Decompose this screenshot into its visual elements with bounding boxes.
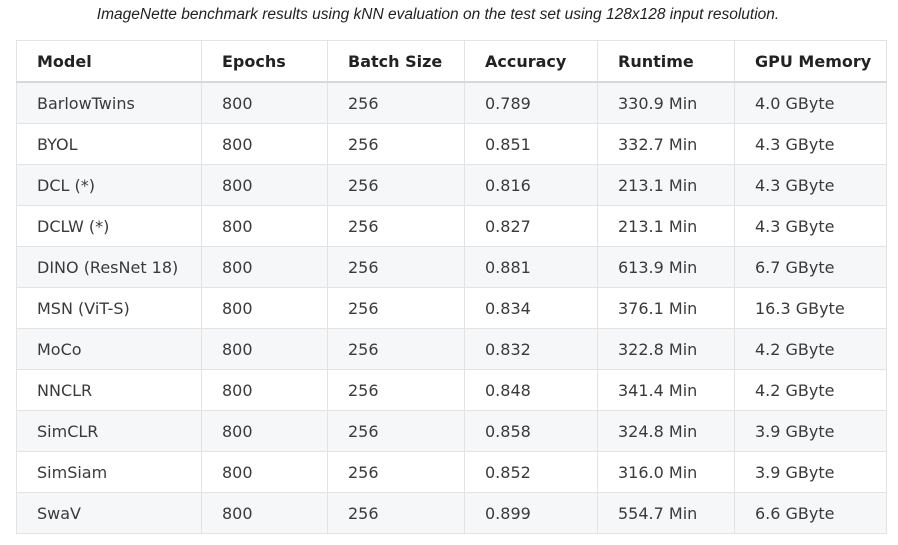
cell-model: MSN (ViT-S)	[16, 287, 202, 329]
column-header-gpu-memory: GPU Memory	[734, 40, 887, 83]
cell-gpu-memory: 4.3 GByte	[734, 164, 887, 206]
cell-model: SimCLR	[16, 410, 202, 452]
table-row: BarlowTwins 800 256 0.789 330.9 Min 4.0 …	[16, 81, 887, 124]
cell-model: SimSiam	[16, 451, 202, 493]
cell-accuracy: 0.789	[464, 81, 598, 124]
cell-gpu-memory: 6.7 GByte	[734, 246, 887, 288]
cell-accuracy: 0.899	[464, 492, 598, 534]
cell-model: BYOL	[16, 123, 202, 165]
cell-accuracy: 0.848	[464, 369, 598, 411]
cell-runtime: 376.1 Min	[597, 287, 735, 329]
cell-runtime: 322.8 Min	[597, 328, 735, 370]
cell-runtime: 330.9 Min	[597, 81, 735, 124]
cell-batch-size: 256	[327, 451, 465, 493]
cell-epochs: 800	[201, 123, 328, 165]
benchmark-table: Model Epochs Batch Size Accuracy Runtime…	[16, 40, 887, 534]
cell-model: SwaV	[16, 492, 202, 534]
table-row: SimCLR 800 256 0.858 324.8 Min 3.9 GByte	[16, 410, 887, 452]
cell-accuracy: 0.816	[464, 164, 598, 206]
cell-runtime: 324.8 Min	[597, 410, 735, 452]
cell-runtime: 332.7 Min	[597, 123, 735, 165]
table-row: DCLW (*) 800 256 0.827 213.1 Min 4.3 GBy…	[16, 205, 887, 247]
cell-model: DINO (ResNet 18)	[16, 246, 202, 288]
cell-model: NNCLR	[16, 369, 202, 411]
cell-model: BarlowTwins	[16, 81, 202, 124]
cell-accuracy: 0.827	[464, 205, 598, 247]
cell-model: MoCo	[16, 328, 202, 370]
cell-epochs: 800	[201, 492, 328, 534]
cell-batch-size: 256	[327, 164, 465, 206]
table-row: BYOL 800 256 0.851 332.7 Min 4.3 GByte	[16, 123, 887, 165]
column-header-batch-size: Batch Size	[327, 40, 465, 83]
cell-epochs: 800	[201, 369, 328, 411]
cell-epochs: 800	[201, 164, 328, 206]
table-row: DCL (*) 800 256 0.816 213.1 Min 4.3 GByt…	[16, 164, 887, 206]
cell-gpu-memory: 6.6 GByte	[734, 492, 887, 534]
cell-gpu-memory: 3.9 GByte	[734, 410, 887, 452]
cell-epochs: 800	[201, 328, 328, 370]
column-header-epochs: Epochs	[201, 40, 328, 83]
cell-gpu-memory: 16.3 GByte	[734, 287, 887, 329]
table-row: SwaV 800 256 0.899 554.7 Min 6.6 GByte	[16, 492, 887, 534]
benchmark-table-container: Model Epochs Batch Size Accuracy Runtime…	[16, 40, 887, 534]
table-row: DINO (ResNet 18) 800 256 0.881 613.9 Min…	[16, 246, 887, 288]
cell-epochs: 800	[201, 81, 328, 124]
cell-model: DCLW (*)	[16, 205, 202, 247]
cell-batch-size: 256	[327, 492, 465, 534]
cell-accuracy: 0.832	[464, 328, 598, 370]
cell-batch-size: 256	[327, 287, 465, 329]
cell-batch-size: 256	[327, 123, 465, 165]
table-caption: ImageNette benchmark results using kNN e…	[96, 6, 780, 23]
cell-accuracy: 0.851	[464, 123, 598, 165]
column-header-model: Model	[16, 40, 202, 83]
table-header-row: Model Epochs Batch Size Accuracy Runtime…	[16, 40, 887, 83]
cell-runtime: 341.4 Min	[597, 369, 735, 411]
cell-gpu-memory: 3.9 GByte	[734, 451, 887, 493]
cell-runtime: 613.9 Min	[597, 246, 735, 288]
cell-epochs: 800	[201, 451, 328, 493]
cell-batch-size: 256	[327, 81, 465, 124]
cell-gpu-memory: 4.3 GByte	[734, 123, 887, 165]
table-row: SimSiam 800 256 0.852 316.0 Min 3.9 GByt…	[16, 451, 887, 493]
cell-gpu-memory: 4.3 GByte	[734, 205, 887, 247]
cell-epochs: 800	[201, 287, 328, 329]
table-row: MSN (ViT-S) 800 256 0.834 376.1 Min 16.3…	[16, 287, 887, 329]
cell-runtime: 213.1 Min	[597, 205, 735, 247]
cell-batch-size: 256	[327, 328, 465, 370]
cell-epochs: 800	[201, 205, 328, 247]
cell-runtime: 554.7 Min	[597, 492, 735, 534]
cell-gpu-memory: 4.2 GByte	[734, 328, 887, 370]
cell-accuracy: 0.834	[464, 287, 598, 329]
cell-batch-size: 256	[327, 246, 465, 288]
cell-model: DCL (*)	[16, 164, 202, 206]
cell-epochs: 800	[201, 410, 328, 452]
cell-accuracy: 0.881	[464, 246, 598, 288]
cell-runtime: 316.0 Min	[597, 451, 735, 493]
cell-batch-size: 256	[327, 410, 465, 452]
column-header-runtime: Runtime	[597, 40, 735, 83]
cell-batch-size: 256	[327, 205, 465, 247]
cell-accuracy: 0.858	[464, 410, 598, 452]
column-header-accuracy: Accuracy	[464, 40, 598, 83]
cell-runtime: 213.1 Min	[597, 164, 735, 206]
cell-gpu-memory: 4.2 GByte	[734, 369, 887, 411]
table-row: NNCLR 800 256 0.848 341.4 Min 4.2 GByte	[16, 369, 887, 411]
cell-epochs: 800	[201, 246, 328, 288]
cell-batch-size: 256	[327, 369, 465, 411]
table-row: MoCo 800 256 0.832 322.8 Min 4.2 GByte	[16, 328, 887, 370]
cell-gpu-memory: 4.0 GByte	[734, 81, 887, 124]
cell-accuracy: 0.852	[464, 451, 598, 493]
